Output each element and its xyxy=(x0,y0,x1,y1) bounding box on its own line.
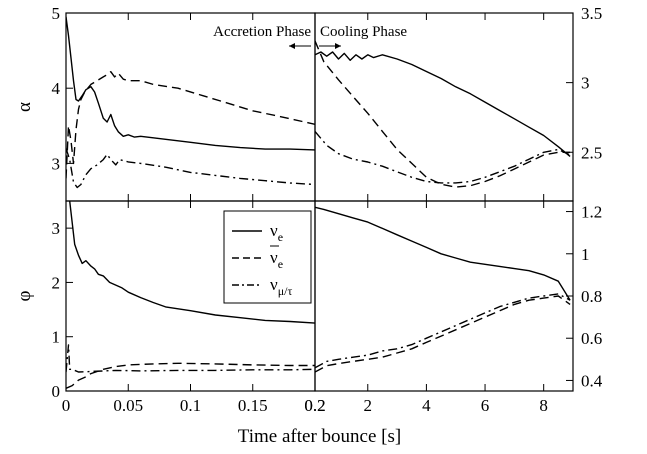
x-tick-label: 8 xyxy=(539,396,548,415)
y-tick-label: 0 xyxy=(52,382,61,401)
legend-symbol: ν xyxy=(270,221,278,240)
x-tick-label: 4 xyxy=(422,396,431,415)
series-line-dashed xyxy=(66,362,315,389)
series-line-solid xyxy=(69,201,315,324)
series-line-dashdot xyxy=(315,293,571,369)
y-tick-label: 3 xyxy=(581,74,590,93)
series-line-dashdot xyxy=(66,148,315,189)
y-tick-label: 0.4 xyxy=(581,371,603,390)
legend-entry-label: νe xyxy=(270,221,283,244)
y-axis-title: φ xyxy=(14,290,35,301)
series-line-solid xyxy=(315,51,571,157)
y-tick-label: 1.2 xyxy=(581,203,602,222)
y-tick-label: 0.8 xyxy=(581,287,602,306)
x-tick-label: 6 xyxy=(481,396,490,415)
y-tick-label: 3.5 xyxy=(581,4,602,23)
y-tick-label: 1 xyxy=(52,328,61,347)
x-axis-title: Time after bounce [s] xyxy=(238,426,401,447)
panel-top-right: 2.5 3 3.5 Cooling Phase xyxy=(314,4,602,202)
y-tick-label: 2 xyxy=(52,273,61,292)
x-tick-label: 0.15 xyxy=(238,396,268,415)
y-tick-label: 1 xyxy=(581,245,590,264)
y-tick-label: 3 xyxy=(52,154,61,173)
phase-arrow-head xyxy=(335,43,341,49)
legend-subscript: μ/τ xyxy=(278,284,293,298)
series-line-dashed xyxy=(66,71,315,179)
legend-subscript: e xyxy=(278,230,283,244)
series-line-dashed xyxy=(315,295,571,373)
y-axis-title: α xyxy=(14,102,35,112)
series-line-dashdot xyxy=(66,344,315,373)
panel-top-left: 3 4 5 α Accretion Phase xyxy=(14,4,316,202)
phase-annotation: Accretion Phase xyxy=(213,24,311,40)
legend-entry-label: νμ/τ xyxy=(270,275,292,298)
x-tick-label: 0.2 xyxy=(304,396,325,415)
x-tick-label: 0.1 xyxy=(180,396,201,415)
series-line-solid xyxy=(315,206,571,301)
x-tick-label: 0.2 xyxy=(304,396,325,415)
series-line-dashdot xyxy=(315,130,571,184)
series-line-dashed xyxy=(315,40,571,188)
legend-entry-label: νe xyxy=(270,248,283,271)
y-tick-label: 3 xyxy=(52,219,61,238)
y-tick-label: 5 xyxy=(52,4,61,23)
y-tick-label: 4 xyxy=(52,79,61,98)
x-tick-label: 0.05 xyxy=(113,396,143,415)
legend-symbol: ν xyxy=(270,275,278,294)
phase-arrow-head xyxy=(289,43,295,49)
panel-bottom-right: 0.2 2 4 6 8 0.4 0.6 0.8 1 1.2 xyxy=(304,200,603,415)
y-tick-label: 2.5 xyxy=(581,143,602,162)
legend-subscript: e xyxy=(278,257,283,271)
legend-box xyxy=(223,210,312,304)
panel-frame xyxy=(314,12,574,202)
x-tick-label: 0 xyxy=(62,396,71,415)
series-line-solid xyxy=(66,16,315,151)
phase-annotation: Cooling Phase xyxy=(320,24,407,40)
y-tick-label: 0.6 xyxy=(581,329,602,348)
x-tick-label: 2 xyxy=(364,396,373,415)
legend-symbol: ν xyxy=(270,248,278,267)
panel-frame xyxy=(314,200,574,392)
